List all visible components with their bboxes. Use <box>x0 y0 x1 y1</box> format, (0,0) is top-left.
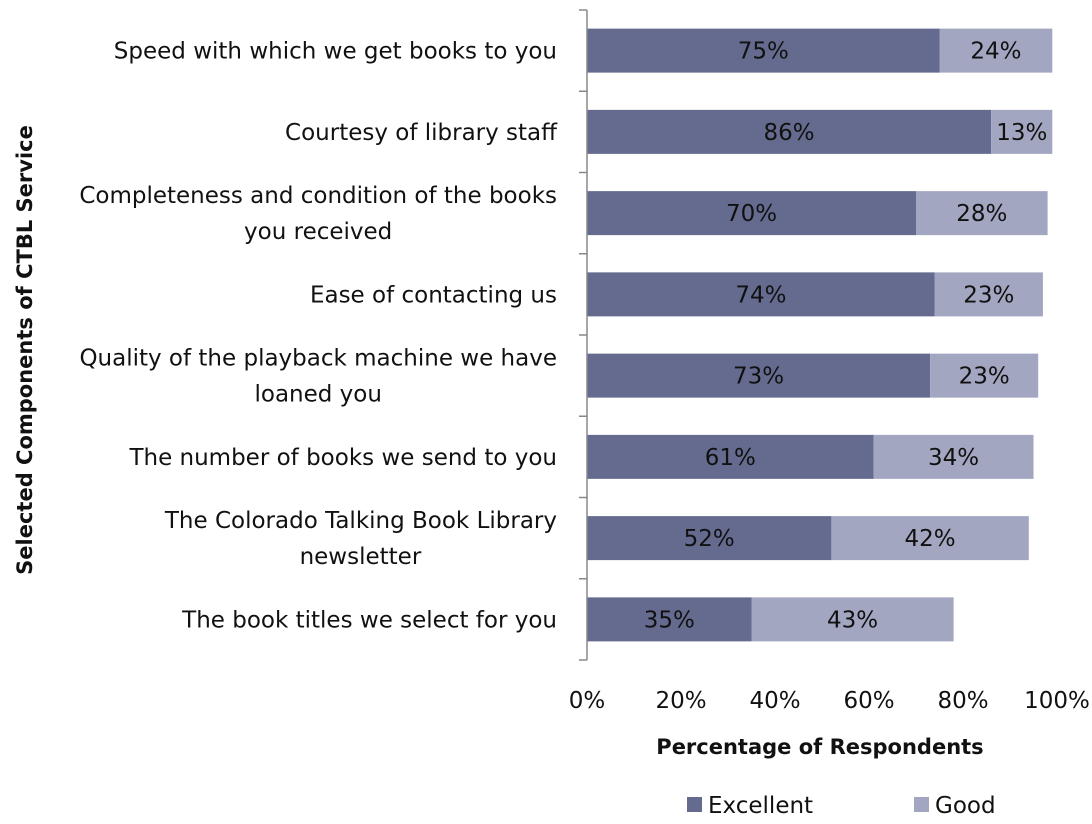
bar-good-1 <box>991 109 1053 154</box>
legend-label-excellent: Excellent <box>708 793 813 819</box>
bar-good-5 <box>873 434 1034 479</box>
category-label-6: newsletter <box>300 544 422 570</box>
category-label-1: Courtesy of library staff <box>285 120 558 146</box>
data-label-excellent-4: 73% <box>733 364 784 390</box>
category-labels: Speed with which we get books to you Cour… <box>79 39 558 634</box>
bar-good-4 <box>930 353 1039 398</box>
data-label-excellent-2: 70% <box>726 201 777 227</box>
data-label-good-6: 42% <box>905 526 956 552</box>
data-label-excellent-3: 74% <box>735 282 786 308</box>
bar-good-2 <box>916 191 1048 236</box>
x-ticks: 0% 20% 40% 60% 80% 100% <box>569 688 1090 714</box>
data-label-excellent-1: 86% <box>764 120 815 146</box>
category-label-4: loaned you <box>254 382 381 408</box>
data-label-excellent-0: 75% <box>738 39 789 65</box>
data-label-good-4: 23% <box>959 364 1010 390</box>
bar-excellent-7 <box>587 597 752 642</box>
data-label-good-0: 24% <box>970 39 1021 65</box>
legend-swatch-excellent <box>687 797 702 812</box>
category-label-2: you received <box>244 219 392 245</box>
x-tick-label: 0% <box>569 688 606 714</box>
axes <box>579 9 588 661</box>
category-label-6: The Colorado Talking Book Library <box>164 508 557 534</box>
x-tick-label: 100% <box>1024 688 1090 714</box>
legend-swatch-good <box>914 797 929 812</box>
category-label-2: Completeness and condition of the books <box>79 183 557 209</box>
data-label-excellent-5: 61% <box>705 445 756 471</box>
data-label-excellent-6: 52% <box>684 526 735 552</box>
x-axis-title: Percentage of Respondents <box>656 735 983 759</box>
data-label-good-3: 23% <box>963 282 1014 308</box>
bar-excellent-1 <box>587 109 992 154</box>
category-label-5: The number of books we send to you <box>128 445 557 471</box>
bar-excellent-0 <box>587 28 940 73</box>
category-label-3: Ease of contacting us <box>310 282 557 308</box>
bar-good-6 <box>831 516 1029 561</box>
data-label-good-5: 34% <box>928 445 979 471</box>
bar-excellent-2 <box>587 191 916 236</box>
category-label-7: The book titles we select for you <box>181 607 557 633</box>
bar-excellent-4 <box>587 353 931 398</box>
x-tick-label: 60% <box>843 688 894 714</box>
bar-good-3 <box>934 272 1043 317</box>
bar-excellent-3 <box>587 272 935 317</box>
y-axis-title: Selected Components of CTBL Service <box>13 125 37 575</box>
bar-excellent-6 <box>587 516 832 561</box>
bar-excellent-5 <box>587 434 874 479</box>
x-tick-label: 40% <box>749 688 800 714</box>
bar-good-7 <box>751 597 954 642</box>
data-label-good-2: 28% <box>956 201 1007 227</box>
bars: 75% 24% 86% 13% 70% 28% 74% 23% 73% 23% 61% 34% 52% 4… <box>587 28 1053 642</box>
bar-good-0 <box>939 28 1053 73</box>
legend: Excellent Good <box>687 793 996 819</box>
data-label-excellent-7: 35% <box>644 607 695 633</box>
legend-label-good: Good <box>935 793 996 819</box>
category-label-4: Quality of the playback machine we have <box>79 346 557 372</box>
data-label-good-1: 13% <box>996 120 1047 146</box>
data-label-good-7: 43% <box>827 607 878 633</box>
x-tick-label: 80% <box>937 688 988 714</box>
x-tick-label: 20% <box>655 688 706 714</box>
category-label-0: Speed with which we get books to you <box>114 39 557 65</box>
